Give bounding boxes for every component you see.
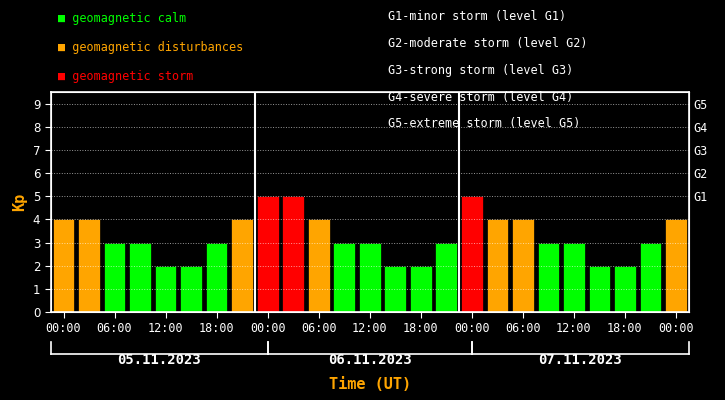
Text: G1-minor storm (level G1): G1-minor storm (level G1) [388, 10, 566, 23]
Text: Time (UT): Time (UT) [328, 377, 411, 392]
Bar [537, 242, 559, 312]
Bar [334, 242, 355, 312]
Bar [639, 242, 661, 312]
Bar [384, 266, 406, 312]
Bar [181, 266, 202, 312]
Bar [461, 196, 483, 312]
Bar [359, 242, 381, 312]
Bar [154, 266, 176, 312]
Bar [563, 242, 585, 312]
Bar [129, 242, 151, 312]
Bar [512, 219, 534, 312]
Bar [308, 219, 330, 312]
Bar [53, 219, 75, 312]
Y-axis label: Kp: Kp [12, 193, 28, 211]
Bar [104, 242, 125, 312]
Bar [231, 219, 253, 312]
Text: G5-extreme storm (level G5): G5-extreme storm (level G5) [388, 118, 580, 130]
Text: 07.11.2023: 07.11.2023 [539, 353, 622, 367]
Bar [78, 219, 100, 312]
Bar [410, 266, 431, 312]
Bar [589, 266, 610, 312]
Bar [614, 266, 636, 312]
Text: 05.11.2023: 05.11.2023 [117, 353, 201, 367]
Text: ■ geomagnetic disturbances: ■ geomagnetic disturbances [58, 41, 244, 54]
Bar [206, 242, 228, 312]
Text: ■ geomagnetic storm: ■ geomagnetic storm [58, 70, 194, 84]
Bar [257, 196, 278, 312]
Text: G3-strong storm (level G3): G3-strong storm (level G3) [388, 64, 573, 77]
Text: ■ geomagnetic calm: ■ geomagnetic calm [58, 12, 186, 25]
Text: G4-severe storm (level G4): G4-severe storm (level G4) [388, 90, 573, 104]
Bar [436, 242, 457, 312]
Bar [282, 196, 304, 312]
Bar [665, 219, 687, 312]
Bar [486, 219, 508, 312]
Text: 06.11.2023: 06.11.2023 [328, 353, 412, 367]
Text: G2-moderate storm (level G2): G2-moderate storm (level G2) [388, 37, 587, 50]
